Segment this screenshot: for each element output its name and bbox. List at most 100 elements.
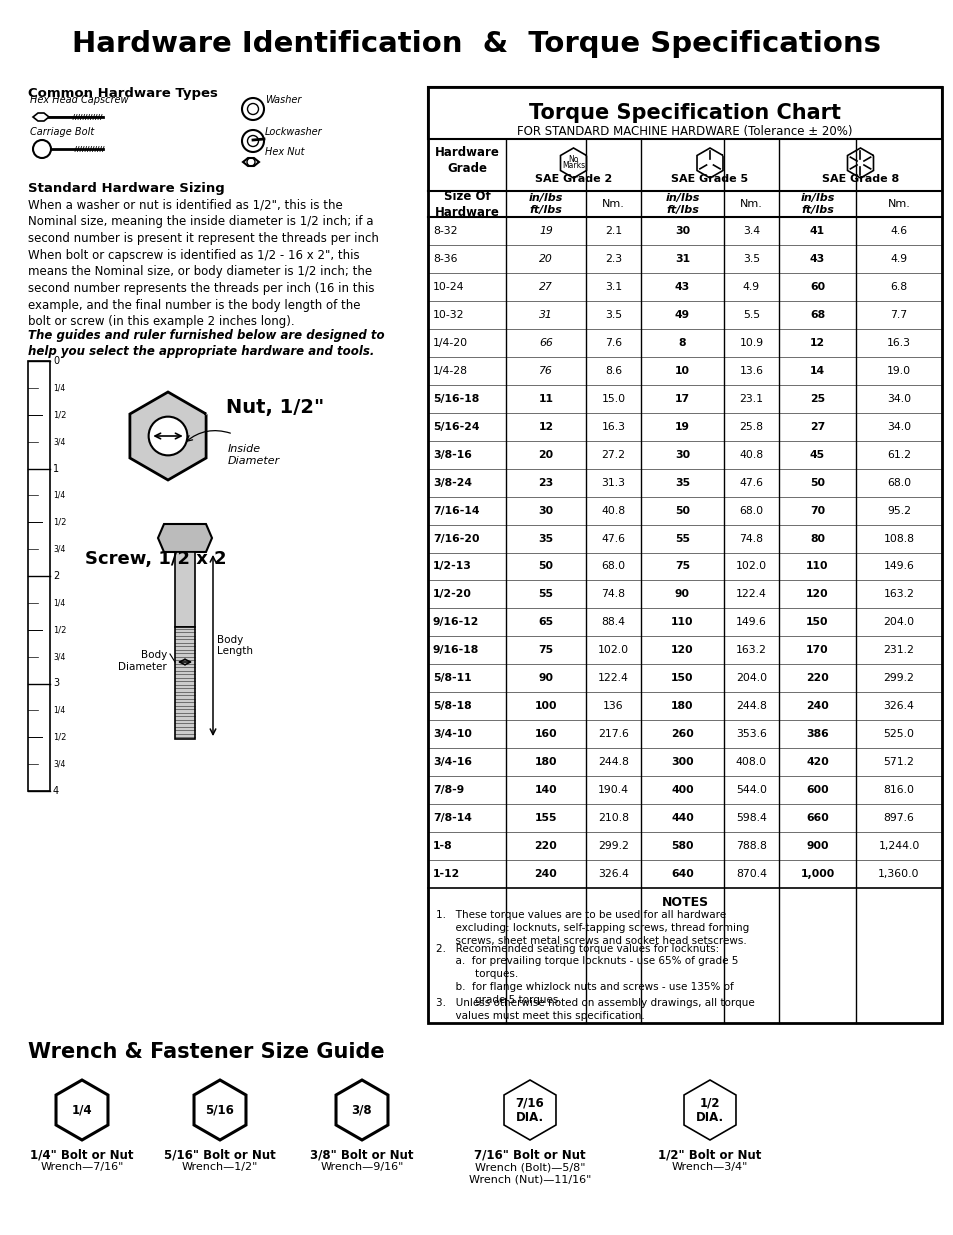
Text: SAE Grade 5: SAE Grade 5: [671, 174, 748, 184]
Text: 3/4: 3/4: [53, 760, 66, 768]
Bar: [28, 361, 50, 790]
Text: Wrench—3/4": Wrench—3/4": [671, 1162, 747, 1172]
Text: Wrench—1/2": Wrench—1/2": [182, 1162, 258, 1172]
Circle shape: [149, 416, 187, 456]
Text: 5/16-24: 5/16-24: [433, 421, 479, 432]
Bar: [428, 86, 941, 1023]
Text: 10.9: 10.9: [739, 338, 762, 348]
Text: 204.0: 204.0: [735, 673, 766, 683]
Text: 3/4: 3/4: [53, 545, 66, 553]
Text: 110: 110: [671, 618, 693, 627]
Text: 120: 120: [671, 646, 693, 656]
Text: 580: 580: [671, 841, 693, 851]
Text: 140: 140: [534, 785, 557, 795]
Text: 2.1: 2.1: [604, 226, 621, 236]
Text: 1/2
DIA.: 1/2 DIA.: [695, 1095, 723, 1124]
Text: Nut, 1/2": Nut, 1/2": [226, 399, 324, 417]
Text: 4.6: 4.6: [889, 226, 906, 236]
Text: 0: 0: [53, 356, 59, 366]
Text: 100: 100: [535, 701, 557, 711]
Text: 68.0: 68.0: [600, 562, 625, 572]
Text: 102.0: 102.0: [598, 646, 628, 656]
Text: 8: 8: [678, 338, 685, 348]
Text: 180: 180: [671, 701, 693, 711]
Text: 3: 3: [53, 678, 59, 688]
Text: Torque Specification Chart: Torque Specification Chart: [529, 103, 841, 124]
Text: 544.0: 544.0: [735, 785, 766, 795]
Text: 150: 150: [671, 673, 693, 683]
Text: Hex Nut: Hex Nut: [265, 147, 304, 157]
Text: 3.5: 3.5: [604, 310, 621, 320]
Text: 4: 4: [53, 785, 59, 797]
Text: 180: 180: [535, 757, 557, 767]
Text: 68.0: 68.0: [886, 478, 910, 488]
Text: 571.2: 571.2: [882, 757, 914, 767]
Text: 1/4: 1/4: [53, 599, 65, 608]
Text: 60: 60: [809, 282, 824, 291]
Text: 34.0: 34.0: [886, 394, 910, 404]
Text: When a washer or nut is identified as 1/2", this is the
Nominal size, meaning th: When a washer or nut is identified as 1/…: [28, 199, 378, 245]
Text: 75: 75: [674, 562, 689, 572]
Text: 41: 41: [809, 226, 824, 236]
Text: 23: 23: [537, 478, 553, 488]
Text: 420: 420: [805, 757, 828, 767]
Text: 2.3: 2.3: [604, 254, 621, 264]
Text: 27: 27: [809, 421, 824, 432]
Text: 8-32: 8-32: [433, 226, 457, 236]
Text: 13.6: 13.6: [739, 366, 762, 375]
Text: 1/4-20: 1/4-20: [433, 338, 468, 348]
Text: 204.0: 204.0: [882, 618, 914, 627]
Polygon shape: [130, 391, 206, 480]
Text: Size Of
Hardware: Size Of Hardware: [435, 189, 499, 219]
Text: 27: 27: [538, 282, 553, 291]
Text: 20: 20: [538, 254, 553, 264]
Text: 326.4: 326.4: [882, 701, 914, 711]
Text: 660: 660: [805, 813, 828, 823]
Text: 3/8" Bolt or Nut: 3/8" Bolt or Nut: [310, 1149, 414, 1161]
Text: 1/4-28: 1/4-28: [433, 366, 468, 375]
Text: Inside
Diameter: Inside Diameter: [228, 445, 280, 467]
Text: 386: 386: [805, 729, 828, 740]
Text: 244.8: 244.8: [598, 757, 628, 767]
Text: 35: 35: [674, 478, 689, 488]
Text: 1.   These torque values are to be used for all hardware
      excluding: locknu: 1. These torque values are to be used fo…: [436, 910, 748, 946]
Text: 3/4-16: 3/4-16: [433, 757, 472, 767]
Text: 1/2: 1/2: [53, 625, 67, 635]
Text: 4.9: 4.9: [742, 282, 760, 291]
Text: 74.8: 74.8: [739, 534, 762, 543]
Text: 163.2: 163.2: [736, 646, 766, 656]
Text: 14: 14: [809, 366, 824, 375]
Text: 220: 220: [534, 841, 557, 851]
Text: 10: 10: [675, 366, 689, 375]
Text: 50: 50: [675, 505, 689, 515]
Text: 43: 43: [809, 254, 824, 264]
Text: 7/8-14: 7/8-14: [433, 813, 472, 823]
Text: 136: 136: [602, 701, 623, 711]
Text: 16.3: 16.3: [601, 421, 625, 432]
Text: 12: 12: [809, 338, 824, 348]
Text: 210.8: 210.8: [598, 813, 628, 823]
Text: 17: 17: [674, 394, 689, 404]
Text: 870.4: 870.4: [735, 869, 766, 879]
Text: 27.2: 27.2: [601, 450, 625, 459]
Text: 102.0: 102.0: [735, 562, 766, 572]
Text: Hex Head Capscrew: Hex Head Capscrew: [30, 95, 129, 105]
Text: NOTES: NOTES: [660, 897, 708, 909]
Text: 9/16-12: 9/16-12: [433, 618, 478, 627]
Text: 122.4: 122.4: [598, 673, 628, 683]
Text: 90: 90: [537, 673, 553, 683]
Text: 7/16" Bolt or Nut: 7/16" Bolt or Nut: [474, 1149, 585, 1161]
Text: 220: 220: [805, 673, 828, 683]
Text: 163.2: 163.2: [882, 589, 914, 599]
Bar: [174, 627, 194, 739]
Text: 3/4: 3/4: [53, 437, 66, 446]
Text: 217.6: 217.6: [598, 729, 628, 740]
Text: 25.8: 25.8: [739, 421, 762, 432]
Text: 299.2: 299.2: [882, 673, 914, 683]
Text: Body
Length: Body Length: [216, 635, 253, 656]
Text: 19: 19: [675, 421, 689, 432]
Text: Standard Hardware Sizing: Standard Hardware Sizing: [28, 182, 225, 195]
Text: 3/4-10: 3/4-10: [433, 729, 472, 740]
Text: 3/4: 3/4: [53, 652, 66, 661]
Text: 640: 640: [670, 869, 693, 879]
